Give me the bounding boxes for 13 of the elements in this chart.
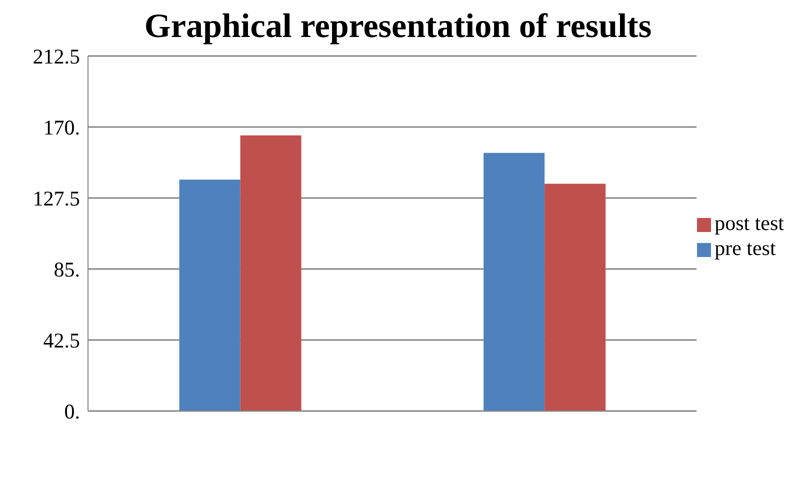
y-tick-label: 0. bbox=[64, 399, 80, 424]
bar bbox=[544, 184, 606, 411]
bar bbox=[240, 135, 302, 411]
bar bbox=[484, 152, 545, 411]
legend-label: pre test bbox=[714, 236, 776, 260]
y-tick-label: 170. bbox=[43, 115, 80, 140]
y-tick-label: 42.5 bbox=[43, 328, 80, 352]
legend-label: post test bbox=[714, 211, 784, 235]
y-tick-label: 212.5 bbox=[32, 44, 80, 68]
y-tick-label: 85. bbox=[54, 257, 80, 282]
chart-title: Graphical representation of results bbox=[143, 8, 653, 46]
y-tick-label: 127.5 bbox=[32, 186, 80, 210]
bar bbox=[179, 180, 240, 411]
